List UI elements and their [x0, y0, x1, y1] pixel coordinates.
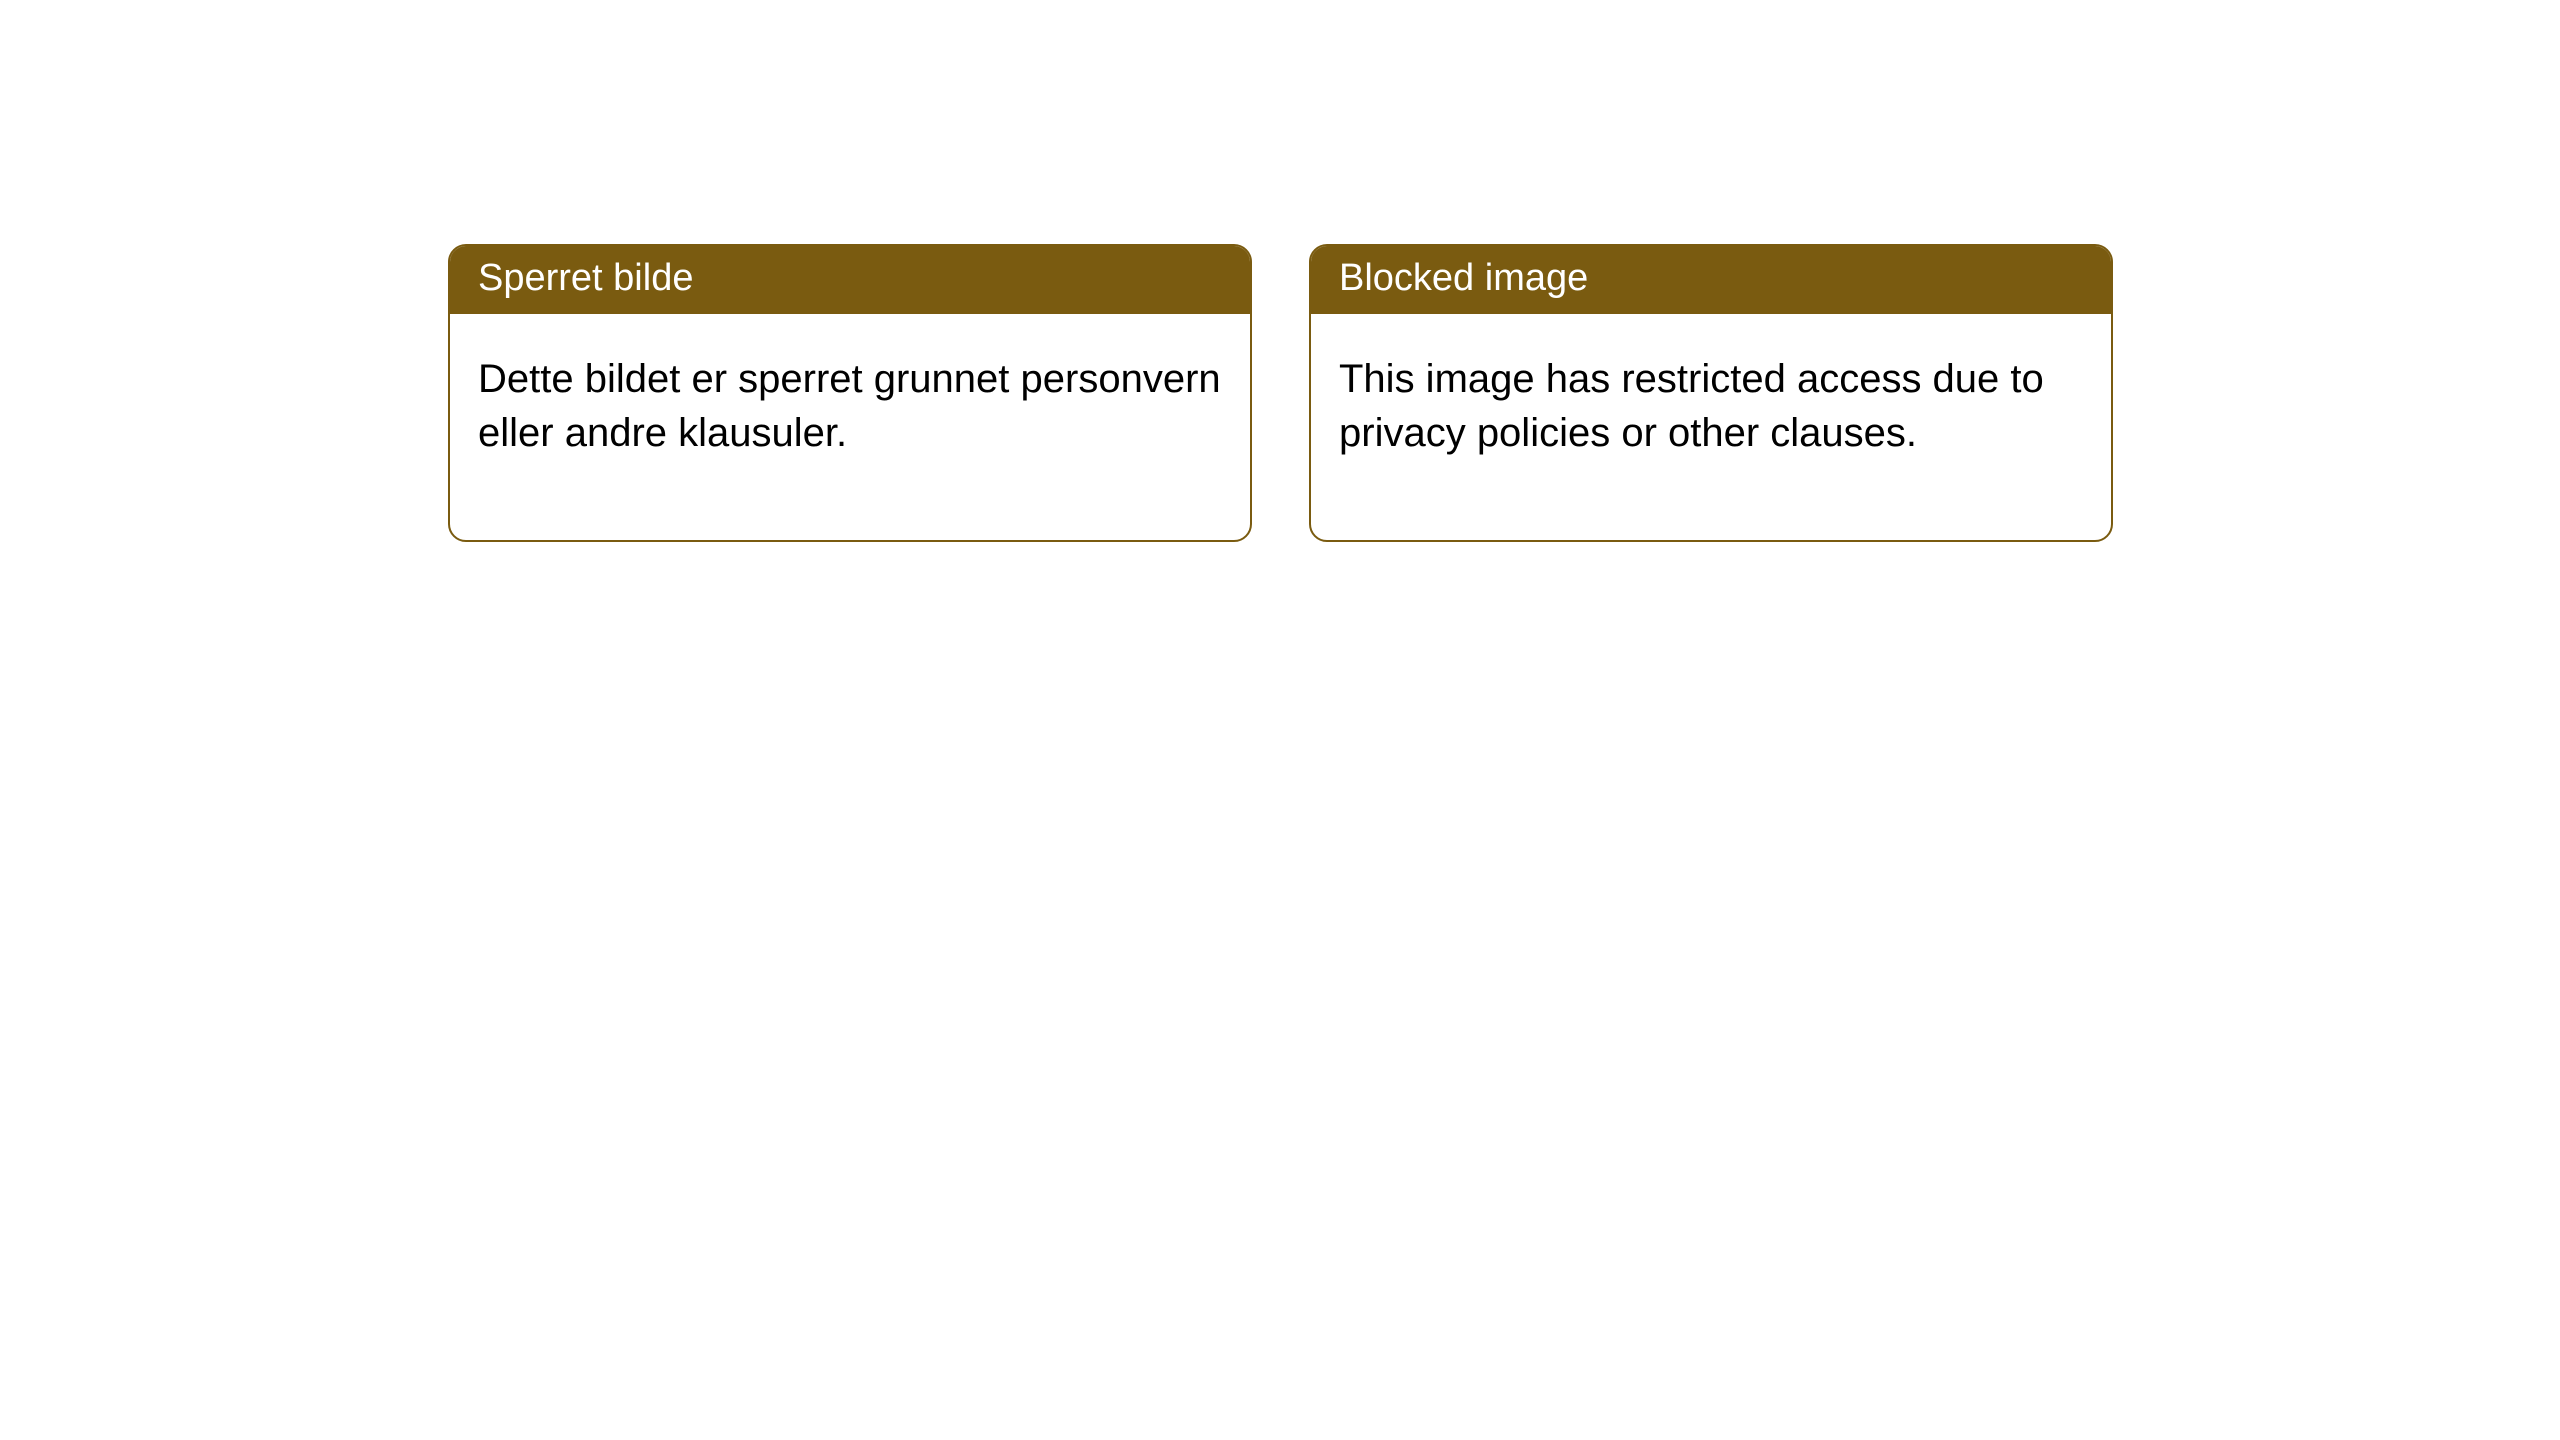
notice-header: Blocked image	[1311, 246, 2111, 314]
notice-body: Dette bildet er sperret grunnet personve…	[450, 314, 1250, 540]
notice-header: Sperret bilde	[450, 246, 1250, 314]
notice-card-norwegian: Sperret bilde Dette bildet er sperret gr…	[448, 244, 1252, 542]
notice-body-text: Dette bildet er sperret grunnet personve…	[478, 357, 1221, 455]
notice-title: Sperret bilde	[478, 257, 693, 299]
notice-body-text: This image has restricted access due to …	[1339, 357, 2044, 455]
notice-card-english: Blocked image This image has restricted …	[1309, 244, 2113, 542]
notice-body: This image has restricted access due to …	[1311, 314, 2111, 540]
notice-container: Sperret bilde Dette bildet er sperret gr…	[0, 0, 2560, 542]
notice-title: Blocked image	[1339, 257, 1588, 299]
